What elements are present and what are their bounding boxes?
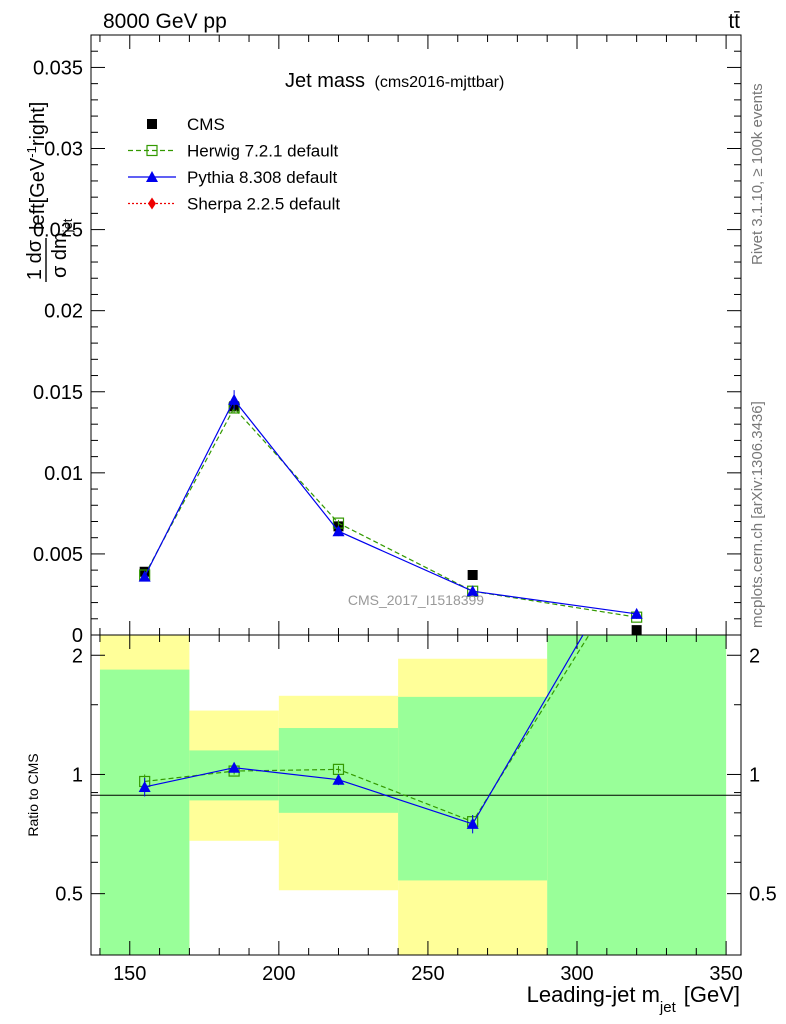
ratio-point-pythia-2 [332, 773, 345, 785]
mcplots-label: mcplots.cern.ch [arXiv:1306.3436] [749, 401, 766, 628]
legend-marker-cms [147, 119, 157, 129]
main-point-pythia-3 [466, 585, 479, 597]
xlabel-unit: [GeV] [684, 982, 740, 1007]
ratio-series [138, 634, 590, 834]
band-green-3 [398, 696, 548, 881]
xtick-label-2: 250 [411, 963, 444, 985]
header-right: tt̄ [728, 10, 740, 33]
ratio-ytick-label-left-2: 2 [72, 645, 83, 667]
ylabel-unit: left[GeV-1right] [24, 102, 49, 230]
legend-marker-pythia [146, 171, 158, 182]
ratio-point-pythia-0 [138, 780, 151, 792]
rivet-label: Rivet 3.1.10, ≥ 100k events [749, 83, 766, 265]
ylabel-unit-exp: -1 [24, 146, 39, 158]
legend-label-cms: CMS [187, 115, 225, 134]
xtick-label-1: 200 [262, 963, 295, 985]
ratio-ytick-label-right-2: 2 [749, 645, 760, 667]
legend-label-sherpa: Sherpa 2.2.5 default [187, 195, 340, 214]
main-point-pythia-0 [138, 570, 151, 582]
legend-marker-sherpa [148, 197, 156, 210]
header-left: 8000 GeV pp [103, 10, 227, 33]
main-point-pythia-1 [228, 393, 241, 405]
main-line-pythia [144, 398, 637, 615]
xlabel-main: Leading-jet m [527, 982, 660, 1007]
main-point-cms-3 [467, 570, 478, 580]
legend-label-pythia: Pythia 8.308 default [187, 168, 338, 187]
ratio-ytick-label-left-1: 1 [72, 764, 83, 786]
main-series [138, 390, 643, 636]
xtick-label-0: 150 [113, 963, 146, 985]
main-ytick-label-7: 0.035 [33, 57, 83, 79]
legend: CMS Herwig 7.2.1 default Pythia 8.308 defa… [128, 115, 340, 214]
ratio-ytick-label-left-0: 0.5 [55, 884, 83, 906]
xlabel: Leading-jet mjet [GeV] [527, 982, 740, 1016]
ratio-point-pythia-1 [228, 761, 241, 773]
chart-title: Jet mass (cms2016-mjttbar) [285, 70, 504, 92]
axis-ticks [91, 35, 741, 955]
ylabel-numerator: 1 dσ [24, 239, 46, 280]
main-ytick-label-3: 0.015 [33, 382, 83, 404]
ratio-ytick-label-right-1: 1 [749, 764, 760, 786]
main-line-herwig [144, 406, 637, 618]
ylabel-den-text: σ dm [49, 232, 71, 278]
xlabel-sub: jet [659, 999, 677, 1016]
main-ytick-label-0: 0 [72, 625, 83, 647]
main-ytick-label-1: 0.005 [33, 544, 83, 566]
ylabel-denominator: σ dmjet [49, 218, 75, 278]
main-ytick-label-4: 0.02 [44, 301, 83, 323]
main-ytick-label-6: 0.03 [44, 139, 83, 161]
main-ylabel: 1 dσ σ dmjet left[GeV-1right] [24, 102, 75, 282]
analysis-watermark: CMS_2017_I1518399 [348, 592, 484, 608]
ratio-ytick-label-right-0: 0.5 [749, 884, 777, 906]
ylabel-unit-b: right] [27, 102, 49, 146]
main-ytick-label-2: 0.01 [44, 463, 83, 485]
chart-title-main: Jet mass [285, 70, 365, 92]
xtick-label-3: 300 [560, 963, 593, 985]
xtick-label-4: 350 [709, 963, 742, 985]
band-green-1 [189, 750, 279, 801]
main-point-pythia-2 [332, 525, 345, 537]
band-green-0 [99, 669, 190, 955]
ylabel-den-sub: jet [60, 218, 75, 233]
main-ytick-label-5: 0.025 [33, 220, 83, 242]
ratio-point-pythia-3 [466, 817, 479, 829]
main-point-pythia-4 [630, 607, 643, 619]
main-point-cms-4 [631, 625, 642, 636]
legend-label-herwig: Herwig 7.2.1 default [187, 142, 338, 161]
axis-tick-labels: 0 0.005 0.01 0.015 0.02 0.025 0.03 0.035 0.5 0.5 1… [33, 57, 777, 985]
legend-marker-herwig [146, 144, 158, 157]
ratio-ylabel: Ratio to CMS [25, 753, 41, 836]
ylabel-unit-a: left[GeV [27, 157, 49, 230]
chart-title-sub: (cms2016-mjttbar) [374, 74, 504, 91]
